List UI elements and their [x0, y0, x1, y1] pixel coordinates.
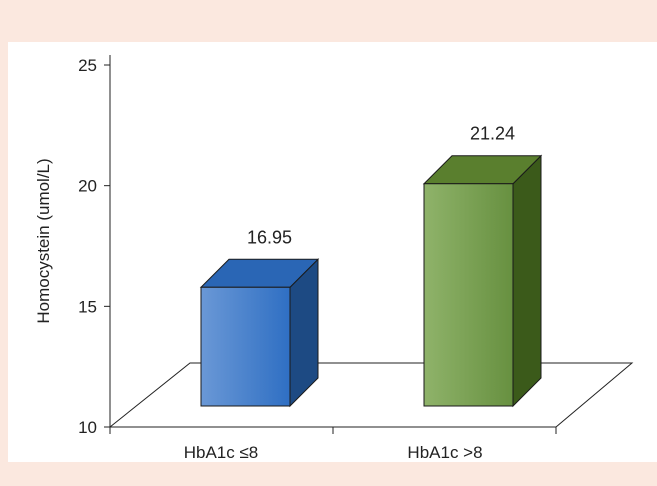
floor-plane [110, 363, 632, 427]
bar-side-face [513, 156, 541, 406]
x-tick-label: HbA1c ≤8 [184, 443, 259, 462]
y-axis-title: Homocystein (umol/L) [34, 158, 53, 323]
x-tick-label: HbA1c >8 [407, 443, 482, 462]
y-tick-label: 10 [78, 418, 97, 437]
data-label: 16.95 [247, 227, 292, 247]
data-label: 21.24 [470, 124, 515, 144]
y-tick-label: 15 [78, 297, 97, 316]
y-tick-label: 25 [78, 56, 97, 75]
bar-front-face [201, 287, 290, 406]
y-tick-label: 20 [78, 177, 97, 196]
bar-2: 21.24 [424, 124, 541, 406]
bar-front-face [424, 184, 513, 406]
